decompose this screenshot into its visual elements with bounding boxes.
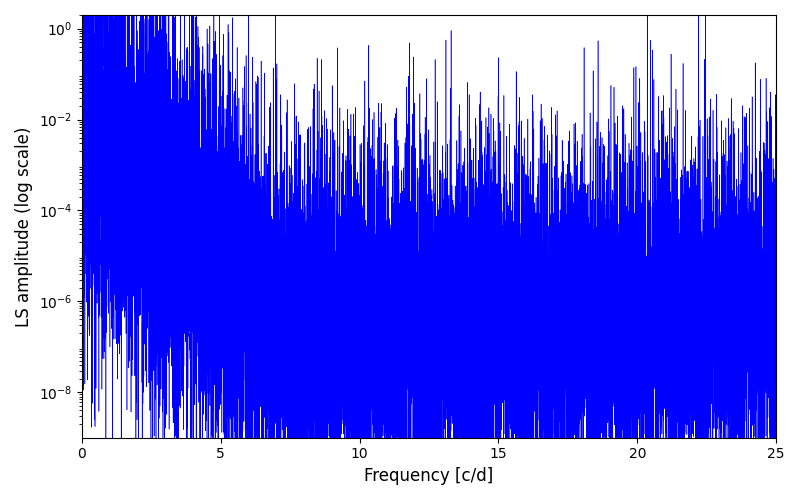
X-axis label: Frequency [c/d]: Frequency [c/d] [364, 467, 494, 485]
Y-axis label: LS amplitude (log scale): LS amplitude (log scale) [15, 126, 33, 326]
